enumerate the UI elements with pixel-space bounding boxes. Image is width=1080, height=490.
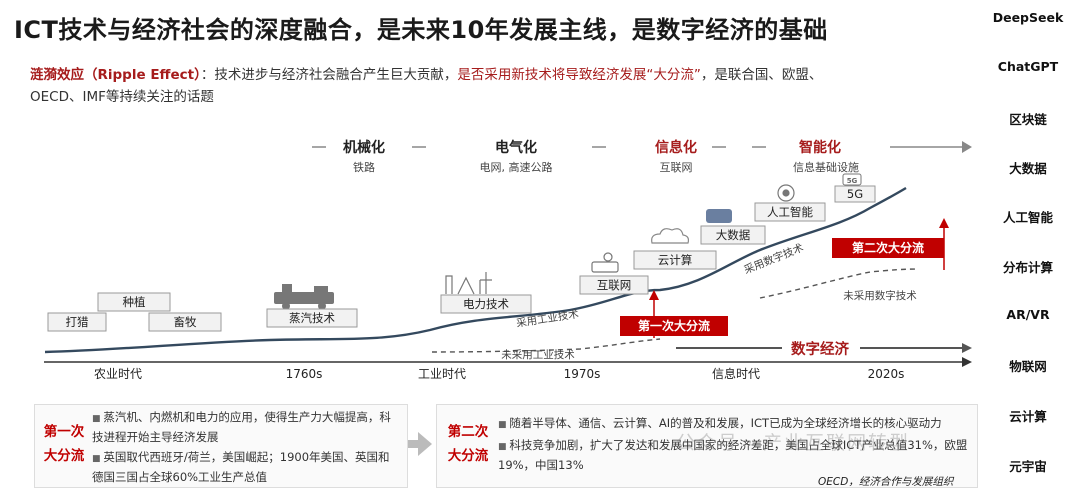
timeline-agricultural: 农业时代 <box>94 367 142 381</box>
era-mechanization-sub: 铁路 <box>353 161 375 174</box>
cloud-icon <box>651 228 690 244</box>
milestone-planting: 种植 <box>97 292 171 312</box>
milestone-5g: 5G <box>834 185 876 203</box>
milestone-husbandry: 畜牧 <box>148 312 222 332</box>
milestone-hunting: 打猎 <box>47 312 107 332</box>
era-electrification-sub: 电网, 高速公路 <box>480 160 553 174</box>
era-electrification: 电气化 <box>495 139 537 156</box>
era-intelligentization-sub: 信息基础设施 <box>793 160 859 174</box>
transition-arrow-icon <box>418 432 432 456</box>
era-informatization-sub: 互联网 <box>660 161 693 174</box>
digital-economy-label: 数字经济 <box>791 340 849 358</box>
era-informatization: 信息化 <box>655 139 697 156</box>
keyword-item: ChatGPT <box>997 59 1059 74</box>
second-divergence: 第二次大分流 <box>832 218 949 270</box>
bullet-item: 随着半导体、通信、云计算、AI的普及和发展，ICT已成为全球经济增长的核心驱动力 <box>498 414 972 434</box>
keyword-list: DeepSeek ChatGPT 区块链 大数据 人工智能 分布计算 AR/VR… <box>986 0 1080 490</box>
intro-text: 涟漪效应（Ripple Effect）：技术进步与经济社会融合产生巨大贡献，是否… <box>30 64 950 108</box>
era-mechanization: 机械化 <box>343 139 385 156</box>
keyword-item: 元宇宙 <box>1009 459 1047 474</box>
milestone-electric: 电力技术 <box>440 294 532 314</box>
digital-economy-banner: 数字经济 <box>676 340 972 358</box>
transition-arrow-bar <box>408 440 420 448</box>
bullet-item: 蒸汽机、内燃机和电力的应用，使得生产力大幅提高，科技进程开始主导经济发展 <box>92 408 400 446</box>
power-plant-icon <box>445 272 492 295</box>
milestone-internet: 互联网 <box>579 275 649 295</box>
svg-text:大数据: 大数据 <box>716 228 751 242</box>
svg-text:畜牧: 畜牧 <box>174 315 197 329</box>
first-divergence: 第一次大分流 <box>620 290 728 338</box>
keyword-item: 大数据 <box>1009 161 1047 176</box>
milestone-cloud: 云计算 <box>633 250 717 270</box>
watermark: 公众号 · 产业互联网转型 <box>676 432 911 454</box>
steam-engine-icon <box>274 284 334 310</box>
keyword-item: 云计算 <box>1009 409 1047 424</box>
milestone-steam: 蒸汽技术 <box>266 308 358 328</box>
not-adopted-industrial-label: 未采用工业技术 <box>501 348 575 361</box>
era-arrowhead <box>962 141 972 153</box>
big-data-icon <box>706 209 732 223</box>
svg-text:种植: 种植 <box>123 295 146 309</box>
keyword-item: 区块链 <box>1009 112 1047 127</box>
svg-text:电力技术: 电力技术 <box>463 297 509 311</box>
timeline-information: 信息时代 <box>712 366 760 381</box>
keyword-item: 物联网 <box>1009 359 1047 374</box>
first-divergence-label: 第一次大分流 <box>638 318 710 333</box>
first-divergence-bullets: 蒸汽机、内燃机和电力的应用，使得生产力大幅提高，科技进程开始主导经济发展 英国取… <box>92 408 400 488</box>
adopted-digital-label: 采用数字技术 <box>742 241 806 277</box>
milestone-boxes: 打猎 种植 畜牧 蒸汽技术 电力技术 互联网 云计算 大数据 <box>47 185 876 332</box>
second-divergence-box-label: 第二次大分流 <box>447 424 489 464</box>
svg-text:云计算: 云计算 <box>658 253 693 267</box>
intro-highlight: 是否采用新技术将导致经济发展“大分流” <box>457 67 701 83</box>
milestone-bigdata: 大数据 <box>700 225 766 245</box>
intro-term: 涟漪效应（Ripple Effect） <box>30 67 201 83</box>
svg-text:5G: 5G <box>847 187 863 201</box>
intro-part1: ：技术进步与经济社会融合产生巨大贡献， <box>200 67 458 83</box>
router-icon <box>591 252 619 273</box>
timeline-industrial: 工业时代 <box>418 367 466 381</box>
svg-text:人工智能: 人工智能 <box>767 205 813 219</box>
era-intelligentization: 智能化 <box>798 139 841 156</box>
second-divergence-label: 第二次大分流 <box>852 240 924 255</box>
page-title: ICT技术与经济社会的深度融合，是未来10年发展主线，是数字经济的基础 <box>14 16 828 44</box>
keyword-item: 分布计算 <box>1002 260 1053 275</box>
svg-text:互联网: 互联网 <box>597 278 632 292</box>
source-note: OECD，经济合作与发展组织 <box>818 476 954 488</box>
5g-icon: 5G <box>842 173 862 186</box>
svg-text:蒸汽技术: 蒸汽技术 <box>289 311 335 325</box>
keyword-item: DeepSeek <box>992 10 1064 25</box>
not-adopted-digital-curve <box>759 268 919 299</box>
ai-icon <box>777 184 795 202</box>
bullet-item: 英国取代西班牙/荷兰，美国崛起；1900年美国、英国和德国三国占全球60%工业生… <box>92 448 400 486</box>
bullet-item: 科技竞争加剧，扩大了发达和发展中国家的经济差距，美国占全球ICT产业总值31%，… <box>498 436 972 474</box>
milestone-ai: 人工智能 <box>754 202 826 222</box>
timeline-1970s: 1970s <box>564 367 601 381</box>
timeline-1760s: 1760s <box>286 367 323 381</box>
svg-text:5G: 5G <box>847 177 858 185</box>
svg-text:打猎: 打猎 <box>66 315 89 329</box>
adopted-growth-curve <box>44 186 907 354</box>
second-divergence-bullets: 随着半导体、通信、云计算、AI的普及和发展，ICT已成为全球经济增长的核心驱动力… <box>498 414 972 476</box>
keyword-item: 人工智能 <box>1002 210 1053 225</box>
not-adopted-digital-label: 未采用数字技术 <box>843 289 917 302</box>
intro-line2: OECD、IMF等持续关注的话题 <box>30 89 214 105</box>
not-adopted-industrial-curve <box>431 338 661 353</box>
first-divergence-box-label: 第一次大分流 <box>43 424 85 464</box>
timeline-2020s: 2020s <box>868 367 905 381</box>
keyword-item: AR/VR <box>1006 307 1050 322</box>
timeline: 农业时代 1760s 工业时代 1970s 信息时代 2020s <box>44 357 972 381</box>
tech-icons: 5G <box>274 173 862 310</box>
intro-part2: ，是联合国、欧盟、 <box>700 67 823 83</box>
development-diagram: 机械化 铁路 电气化 电网, 高速公路 信息化 互联网 智能化 信息基础设施 <box>44 139 972 381</box>
era-headings: 机械化 铁路 电气化 电网, 高速公路 信息化 互联网 智能化 信息基础设施 <box>312 139 972 174</box>
